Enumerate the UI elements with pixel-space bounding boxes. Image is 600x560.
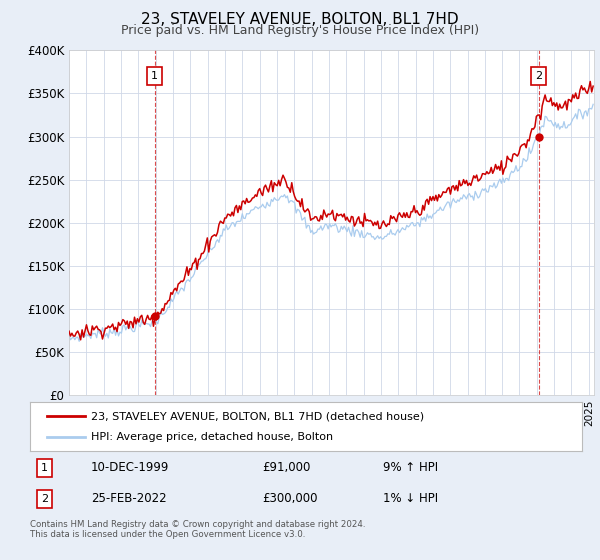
Text: Price paid vs. HM Land Registry's House Price Index (HPI): Price paid vs. HM Land Registry's House …	[121, 24, 479, 36]
Text: £300,000: £300,000	[262, 492, 317, 505]
Text: 23, STAVELEY AVENUE, BOLTON, BL1 7HD (detached house): 23, STAVELEY AVENUE, BOLTON, BL1 7HD (de…	[91, 411, 424, 421]
Text: £91,000: £91,000	[262, 461, 310, 474]
Text: Contains HM Land Registry data © Crown copyright and database right 2024.
This d: Contains HM Land Registry data © Crown c…	[30, 520, 365, 539]
Text: 1: 1	[151, 71, 158, 81]
Text: 1% ↓ HPI: 1% ↓ HPI	[383, 492, 439, 505]
Text: 2: 2	[41, 494, 48, 503]
Text: 10-DEC-1999: 10-DEC-1999	[91, 461, 169, 474]
Text: HPI: Average price, detached house, Bolton: HPI: Average price, detached house, Bolt…	[91, 432, 333, 442]
Text: 9% ↑ HPI: 9% ↑ HPI	[383, 461, 439, 474]
Text: 23, STAVELEY AVENUE, BOLTON, BL1 7HD: 23, STAVELEY AVENUE, BOLTON, BL1 7HD	[141, 12, 459, 27]
Text: 25-FEB-2022: 25-FEB-2022	[91, 492, 166, 505]
Text: 2: 2	[535, 71, 542, 81]
Text: 1: 1	[41, 463, 48, 473]
